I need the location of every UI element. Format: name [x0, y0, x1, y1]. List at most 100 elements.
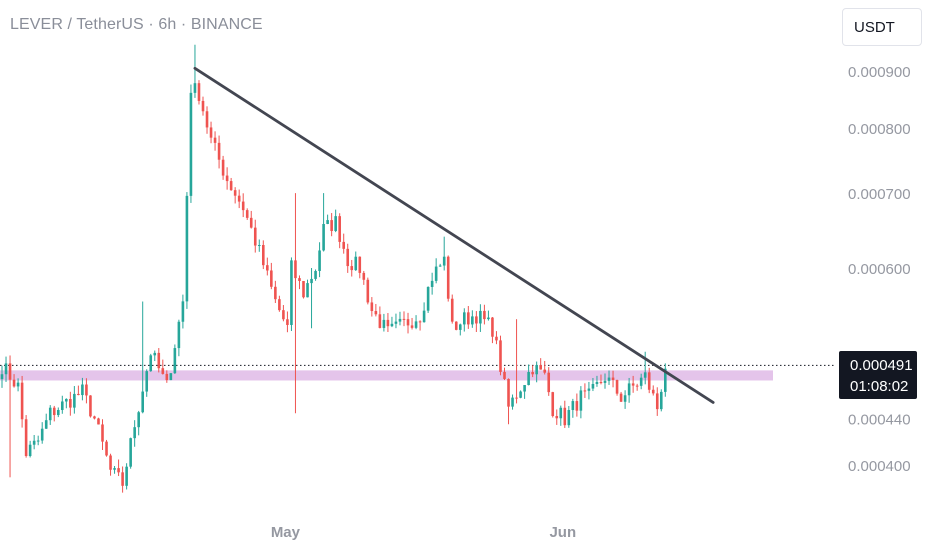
- candle-body: [515, 397, 518, 399]
- candle-body: [571, 401, 575, 411]
- candle-body: [354, 256, 358, 271]
- candle-body: [579, 390, 583, 411]
- candle-body: [229, 181, 233, 191]
- candle-body: [314, 270, 317, 279]
- candle-body: [318, 250, 321, 271]
- candle-body: [32, 440, 36, 445]
- candle-body: [89, 395, 92, 417]
- candle-body: [643, 372, 647, 378]
- chart-title: LEVER / TetherUS · 6h · BINANCE: [10, 16, 263, 33]
- candle-body: [575, 401, 579, 411]
- candle-body: [209, 127, 213, 138]
- candle-body: [599, 382, 603, 384]
- candle-body: [358, 256, 362, 273]
- candle-body: [627, 383, 631, 396]
- candle-body: [165, 373, 169, 381]
- candle-body: [101, 424, 104, 442]
- candle-body: [24, 419, 28, 456]
- support-zone: [0, 370, 773, 381]
- candle-body: [647, 372, 651, 390]
- time-axis-tick-label: May: [271, 524, 301, 541]
- candle-body: [28, 444, 32, 456]
- candle-body: [507, 378, 510, 407]
- candle-body: [181, 301, 185, 322]
- time-axis-tick-label: Jun: [549, 524, 576, 541]
- candle-body: [326, 220, 329, 224]
- candle-body: [659, 391, 663, 410]
- candle-body: [664, 368, 667, 392]
- candle-body: [543, 369, 546, 373]
- price-axis-tick-label: 0.000700: [848, 186, 911, 203]
- candle-body: [61, 401, 64, 411]
- candle-body: [539, 365, 542, 370]
- candle-body: [406, 319, 410, 326]
- candle-body: [157, 352, 161, 369]
- candle-body: [8, 363, 12, 380]
- currency-unit-button[interactable]: USDT: [842, 8, 922, 46]
- candle-body: [12, 379, 16, 387]
- candle-body: [310, 278, 313, 284]
- candle-body: [161, 368, 165, 374]
- candle-body: [121, 472, 124, 486]
- price-axis-tick-label: 0.000900: [848, 64, 911, 81]
- candle-body: [69, 398, 72, 408]
- candle-body: [36, 440, 40, 442]
- candle-body: [422, 310, 426, 323]
- candle-body: [221, 159, 225, 176]
- candle-body: [438, 265, 442, 267]
- candle-body: [346, 248, 350, 267]
- candle-body: [81, 384, 84, 396]
- candle-body: [185, 195, 189, 302]
- candle-body: [398, 318, 402, 322]
- candle-body: [334, 216, 337, 232]
- candle-body: [298, 278, 301, 281]
- candle-body: [278, 299, 281, 311]
- candle-body: [85, 384, 88, 396]
- candle-body: [374, 311, 378, 315]
- candle-body: [619, 393, 623, 402]
- candle-body: [286, 319, 289, 325]
- candle-body: [563, 407, 567, 426]
- candle-body: [426, 286, 430, 311]
- candle-body: [77, 393, 80, 396]
- candle-body: [270, 270, 273, 287]
- candle-body: [458, 324, 462, 330]
- candle-body: [519, 391, 522, 398]
- candle-body: [611, 377, 615, 381]
- candle-body: [125, 466, 128, 486]
- candle-body: [149, 355, 153, 372]
- candle-body: [559, 407, 563, 419]
- candle-body: [225, 175, 229, 182]
- candle-body: [623, 395, 627, 402]
- candle-body: [105, 441, 108, 456]
- candle-body: [274, 286, 277, 300]
- resistance-trendline: [193, 66, 715, 404]
- candle-body: [479, 310, 482, 324]
- candle-body: [527, 372, 530, 386]
- candle-body: [487, 317, 490, 320]
- candle-body: [169, 373, 173, 381]
- candle-body: [587, 388, 591, 391]
- candle-body: [217, 142, 221, 160]
- candle-body: [535, 365, 538, 375]
- candle-body: [495, 336, 498, 341]
- candle-body: [547, 372, 551, 393]
- candle-body: [382, 319, 386, 328]
- price-axis-tick-label: 0.000440: [848, 412, 911, 429]
- candle-body: [583, 390, 587, 392]
- candle-body: [56, 410, 60, 416]
- candle-body: [607, 377, 611, 381]
- candle-body: [137, 412, 140, 428]
- candle-body: [213, 137, 217, 143]
- candle-body: [40, 428, 44, 441]
- candle-body: [205, 111, 209, 128]
- candle-body: [4, 363, 8, 375]
- candle-body: [338, 216, 341, 242]
- candle-body: [153, 352, 157, 356]
- candle-body: [193, 83, 197, 93]
- last-price-label: 0.000491: [850, 357, 913, 374]
- candle-body: [241, 201, 245, 211]
- candle-body: [503, 371, 506, 379]
- candle-body: [463, 312, 466, 325]
